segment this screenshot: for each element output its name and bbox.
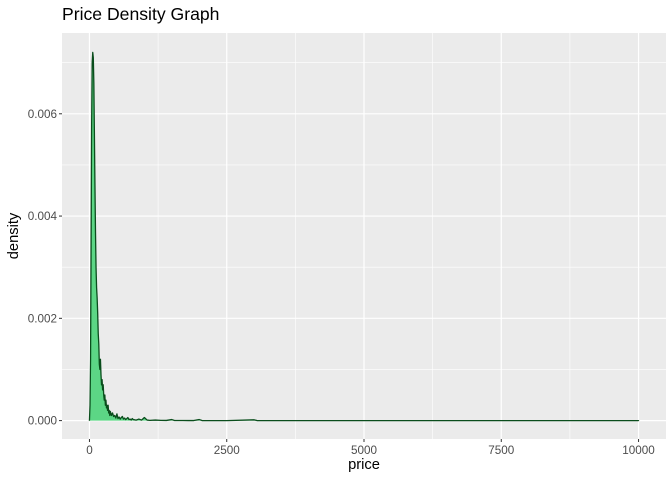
- y-axis: 0.000 0.002 0.004 0.006: [28, 108, 62, 428]
- x-tick-label: 2500: [214, 444, 241, 457]
- y-tick-label: 0.000: [28, 415, 58, 428]
- x-tick-label: 5000: [351, 444, 378, 457]
- y-tick-label: 0.002: [28, 312, 57, 325]
- chart-title: Price Density Graph: [62, 4, 219, 24]
- x-axis: 0 2500 5000 7500 10000: [86, 439, 655, 457]
- y-tick-label: 0.004: [28, 210, 58, 223]
- x-tick-label: 0: [86, 444, 93, 457]
- major-gridlines: [62, 33, 666, 439]
- x-axis-title: price: [348, 457, 380, 473]
- y-tick-label: 0.006: [28, 108, 57, 121]
- density-line: [88, 51, 640, 422]
- x-tick-label: 10000: [622, 444, 655, 457]
- x-tick-label: 7500: [488, 444, 515, 457]
- y-axis-title: density: [6, 212, 22, 259]
- density-layer: [88, 51, 640, 422]
